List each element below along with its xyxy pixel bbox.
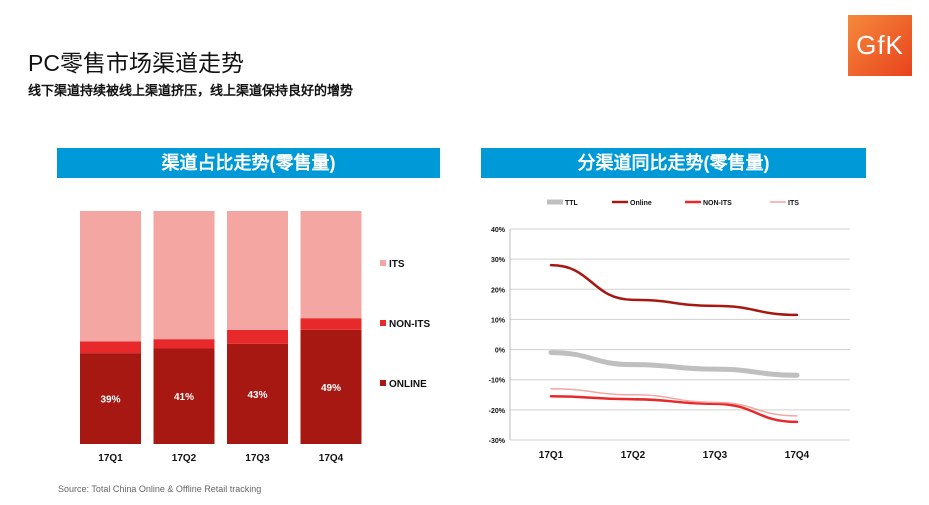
bar-its-17Q2 [153, 211, 215, 340]
legend-label: ITS [788, 200, 799, 207]
x-tick-label: 17Q3 [703, 450, 728, 461]
bar-non-its-17Q2 [153, 339, 215, 349]
y-tick-label: 0% [495, 348, 506, 355]
legend-label: TTL [565, 200, 579, 207]
line-its [550, 388, 798, 417]
legend-label: Online [630, 200, 652, 207]
legend-label: ITS [389, 259, 405, 270]
bar-its-17Q3 [227, 211, 288, 330]
legend-label: ONLINE [389, 379, 427, 390]
x-tick-label: 17Q2 [172, 453, 197, 464]
data-label: 49% [321, 383, 341, 394]
y-tick-label: 30% [491, 257, 506, 264]
bar-non-its-17Q4 [300, 318, 362, 330]
y-tick-label: -20% [489, 408, 506, 415]
bar-its-17Q4 [300, 211, 362, 319]
x-tick-label: 17Q4 [319, 453, 344, 464]
gfk-logo: GfK [848, 15, 912, 76]
line-online [549, 263, 799, 317]
data-label: 39% [100, 395, 120, 406]
right-chart-title: 分渠道同比走势(零售量) [481, 148, 866, 178]
bar-online-17Q2 [153, 348, 215, 444]
data-label: 41% [174, 392, 194, 403]
bar-online-17Q4 [300, 329, 362, 444]
y-tick-label: -10% [489, 378, 506, 385]
x-tick-label: 17Q1 [539, 450, 564, 461]
line-non-its [549, 395, 799, 424]
bar-online-17Q3 [227, 343, 288, 444]
y-tick-label: -30% [489, 438, 506, 445]
bar-online-17Q1 [80, 353, 141, 444]
line-ttl [548, 350, 800, 378]
page-subtitle: 线下渠道持续被线上渠道挤压，线上渠道保持良好的增势 [28, 83, 354, 98]
bar-its-17Q1 [80, 211, 141, 342]
source-note: Source: Total China Online & Offline Ret… [58, 484, 262, 494]
data-label: 43% [247, 390, 267, 401]
legend-swatch [380, 380, 386, 386]
legend-label: NON-ITS [703, 200, 732, 207]
y-tick-label: 10% [491, 317, 506, 324]
left-chart-title: 渠道占比走势(零售量) [57, 148, 440, 178]
legend-swatch [380, 320, 386, 326]
x-tick-label: 17Q3 [245, 453, 270, 464]
bar-non-its-17Q3 [227, 329, 288, 344]
bar-non-its-17Q1 [80, 341, 141, 354]
page-title: PC零售市场渠道走势 [28, 50, 244, 76]
x-tick-label: 17Q1 [98, 453, 123, 464]
y-tick-label: 20% [491, 287, 506, 294]
legend-swatch [380, 260, 386, 266]
x-tick-label: 17Q4 [785, 450, 810, 461]
x-tick-label: 17Q2 [621, 450, 646, 461]
y-tick-label: 40% [491, 227, 506, 234]
legend-label: NON-ITS [389, 319, 430, 330]
